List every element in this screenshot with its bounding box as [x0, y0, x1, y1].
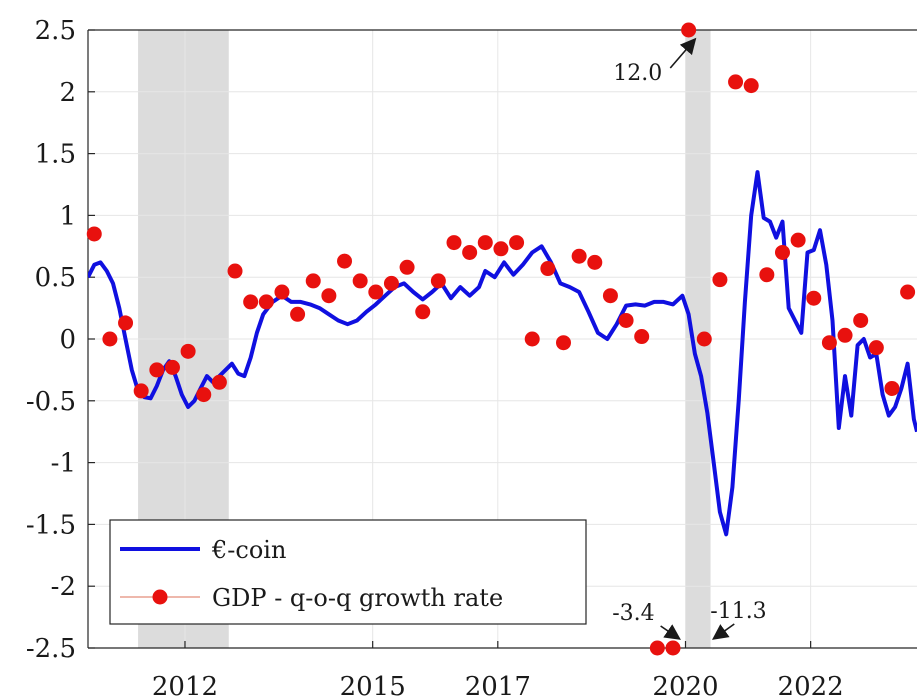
series-line-ecoin [88, 170, 917, 537]
gdp-dot [180, 343, 196, 359]
gdp-dot [900, 284, 916, 300]
y-tick-label: -1 [51, 449, 76, 479]
x-tick-label: 2017 [465, 672, 531, 700]
gdp-dot [149, 362, 165, 378]
y-tick-label: -2 [51, 572, 76, 602]
gdp-dot [383, 275, 399, 291]
gdp-dot [227, 263, 243, 279]
gdp-dot [524, 331, 540, 347]
gdp-dot [618, 312, 634, 328]
x-tick-label: 2015 [340, 672, 406, 700]
annotation-arrow [669, 37, 697, 69]
y-tick-label: 2.5 [35, 16, 76, 46]
gdp-dot [86, 226, 102, 242]
gdp-dot [774, 244, 790, 260]
gdp-dot [243, 294, 259, 310]
gdp-dot [493, 241, 509, 257]
gdp-dot [133, 383, 149, 399]
gdp-dot [837, 327, 853, 343]
y-tick-label: 0.5 [35, 263, 76, 293]
annotation-arrow [711, 623, 735, 640]
gdp-dot [164, 359, 180, 375]
gdp-dot [477, 235, 493, 251]
y-tick-label: -1.5 [26, 510, 76, 540]
gdp-dot [868, 340, 884, 356]
legend-dot-swatch [152, 589, 168, 605]
gdp-dot [790, 232, 806, 248]
gdp-dot [415, 304, 431, 320]
x-axis-ticks: 2012 2015 2017 2020 2022 [152, 641, 844, 700]
gdp-dot [571, 248, 587, 264]
gdp-dot [665, 640, 681, 656]
annotations: 12.0 -3.4 -11.3 [612, 37, 767, 640]
gdp-dot [728, 74, 744, 90]
gdp-dot [634, 329, 650, 345]
x-tick-label: 2020 [652, 672, 718, 700]
gdp-dot [587, 254, 603, 270]
gdp-dot [102, 331, 118, 347]
y-tick-label: 1 [59, 201, 76, 231]
gdp-dot [430, 273, 446, 289]
gdp-dot [462, 244, 478, 260]
y-tick-label: 0 [59, 325, 76, 355]
gdp-dot [821, 335, 837, 351]
gdp-dot [556, 335, 572, 351]
gdp-dot [211, 374, 227, 390]
annotation-label: -3.4 [612, 601, 654, 626]
legend-box [109, 519, 587, 625]
gdp-dot [321, 288, 337, 304]
gdp-dot [274, 284, 290, 300]
x-tick-label: 2012 [152, 672, 218, 700]
gdp-dot [602, 288, 618, 304]
gdp-dot [446, 235, 462, 251]
y-tick-label: -0.5 [26, 387, 76, 417]
gdp-dot [743, 78, 759, 94]
y-tick-label: -2.5 [26, 634, 76, 664]
gdp-dot [196, 387, 212, 403]
series-dots-gdp [86, 22, 916, 656]
gdp-dot [540, 261, 556, 277]
gdp-dot [806, 290, 822, 306]
gdp-dot [399, 259, 415, 275]
gdp-dot [712, 272, 728, 288]
gdp-dot [337, 253, 353, 269]
gdp-dot [368, 284, 384, 300]
gdp-dot [649, 640, 665, 656]
y-axis-ticks: 2.5 2 1.5 1 0.5 0 -0.5 -1 -1.5 -2 -2.5 [26, 16, 95, 664]
gdp-dot [696, 331, 712, 347]
gdp-dot [305, 273, 321, 289]
legend: €-coin GDP - q-o-q growth rate [109, 519, 587, 625]
annotation-arrow [660, 624, 681, 640]
y-tick-label: 1.5 [35, 140, 76, 170]
gdp-dot [681, 22, 697, 38]
gdp-dot [853, 312, 869, 328]
x-tick-label: 2022 [778, 672, 844, 700]
legend-label-gdp: GDP - q-o-q growth rate [212, 584, 503, 612]
y-tick-label: 2 [59, 78, 76, 108]
gdp-dot [509, 235, 525, 251]
legend-label-ecoin: €-coin [211, 536, 286, 564]
gdp-dot [759, 267, 775, 283]
gdp-dot [258, 294, 274, 310]
gdp-dot [118, 315, 134, 331]
gdp-dot [290, 306, 306, 322]
annotation-label: -11.3 [710, 599, 766, 624]
gdp-dot [352, 273, 368, 289]
annotation-label: 12.0 [613, 61, 662, 86]
gdp-dot [884, 380, 900, 396]
